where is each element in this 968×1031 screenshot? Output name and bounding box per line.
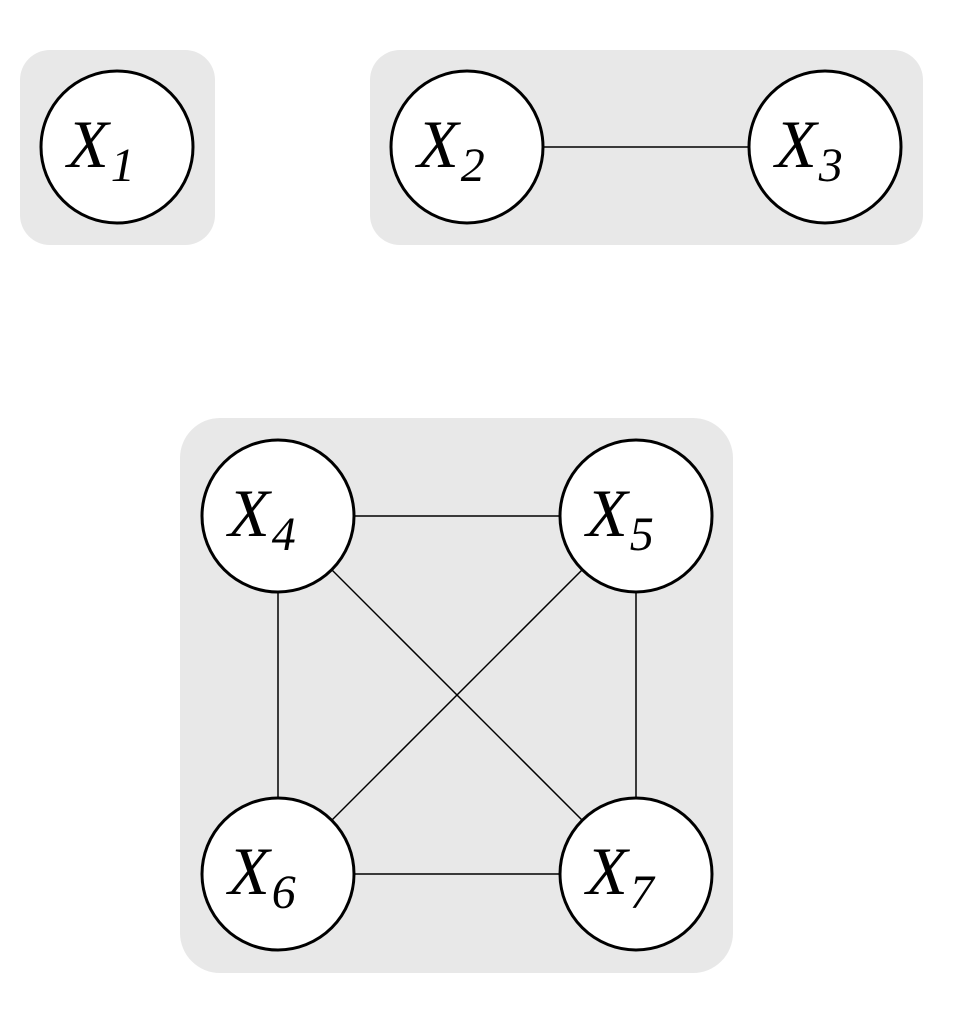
- node-label-prefix: X: [772, 106, 819, 182]
- node-label-prefix: X: [583, 475, 630, 551]
- node-label-prefix: X: [225, 475, 272, 551]
- node-X7: X7: [560, 798, 712, 950]
- graph-diagram: X1X2X3X4X5X6X7: [0, 0, 968, 1031]
- node-label-subscript: 3: [818, 139, 843, 192]
- node-X6: X6: [202, 798, 354, 950]
- node-X4: X4: [202, 440, 354, 592]
- node-X5: X5: [560, 440, 712, 592]
- node-label-subscript: 1: [111, 139, 135, 192]
- node-label-prefix: X: [414, 106, 461, 182]
- node-label-subscript: 7: [630, 866, 656, 919]
- node-label-subscript: 6: [272, 866, 296, 919]
- node-label-prefix: X: [225, 833, 272, 909]
- node-label-subscript: 5: [630, 508, 654, 561]
- node-X1: X1: [41, 71, 193, 223]
- node-label-subscript: 4: [272, 508, 296, 561]
- node-label-prefix: X: [64, 106, 111, 182]
- node-X3: X3: [749, 71, 901, 223]
- node-label-subscript: 2: [461, 139, 485, 192]
- node-label-prefix: X: [583, 833, 630, 909]
- node-X2: X2: [391, 71, 543, 223]
